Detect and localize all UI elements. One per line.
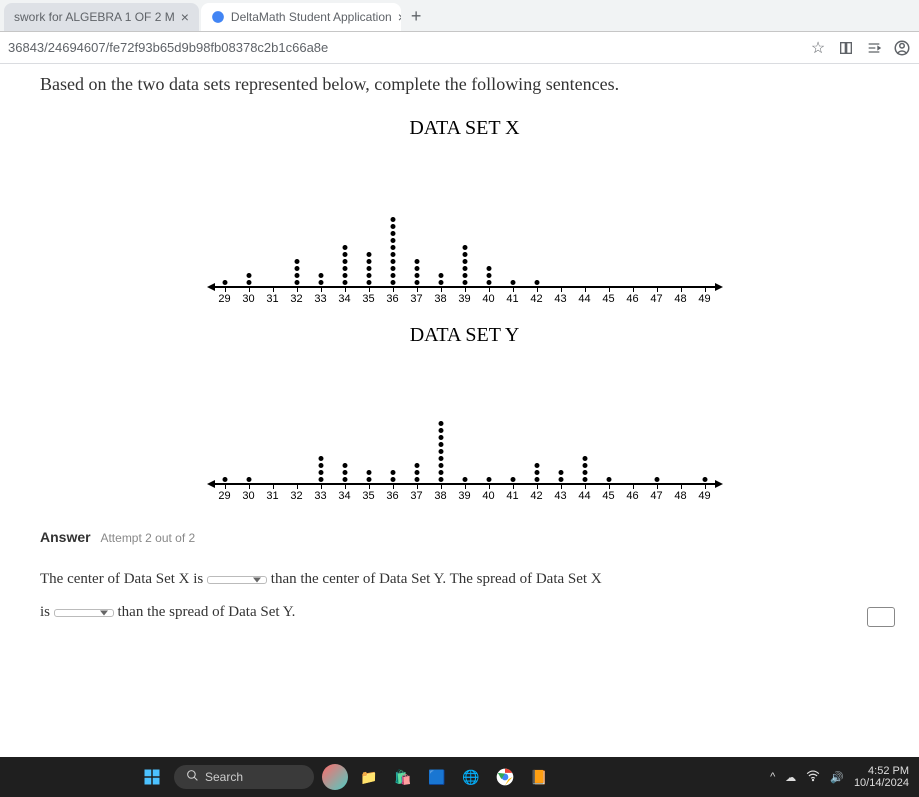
task-icon-explorer[interactable]: 📁 (356, 764, 382, 790)
extensions-icon[interactable] (837, 39, 855, 57)
task-icon-folder[interactable]: 📙 (526, 764, 552, 790)
page-content: Based on the two data sets represented b… (0, 64, 919, 757)
sentence-text: is (40, 604, 50, 620)
profile-icon[interactable] (893, 39, 911, 57)
answer-section: Answer Attempt 2 out of 2 The center of … (40, 529, 889, 629)
tab-title: DeltaMath Student Application (231, 10, 392, 24)
search-placeholder: Search (205, 770, 243, 784)
task-icon-store[interactable]: 🛍️ (390, 764, 416, 790)
sentence-text: than the spread of Data Set Y. (118, 604, 296, 620)
taskbar-search[interactable]: Search (174, 765, 314, 789)
sentence-text: than the center of Data Set Y. The sprea… (271, 571, 602, 587)
chevron-up-icon[interactable]: ^ (770, 771, 775, 783)
reading-list-icon[interactable] (865, 39, 883, 57)
wifi-icon[interactable] (806, 769, 820, 786)
system-tray[interactable]: ^ ☁ 🔊 4:52 PM 10/14/2024 (770, 765, 909, 789)
close-icon[interactable]: × (398, 9, 401, 25)
question-prompt: Based on the two data sets represented b… (40, 74, 889, 95)
onedrive-icon[interactable]: ☁ (785, 771, 796, 784)
url-text[interactable]: 36843/24694607/fe72f93b65d9b98fb08378c2b… (8, 40, 799, 55)
spread-dropdown[interactable] (54, 609, 114, 617)
plot-x-title: DATA SET X (409, 117, 519, 140)
plot-y-title: DATA SET Y (410, 324, 520, 347)
taskbar-clock[interactable]: 4:52 PM 10/14/2024 (854, 765, 909, 789)
task-icon-app[interactable]: 🟦 (424, 764, 450, 790)
answer-sentence: The center of Data Set X is than the cen… (40, 563, 889, 629)
close-icon[interactable]: × (181, 9, 189, 25)
task-icon-copilot[interactable] (322, 764, 348, 790)
star-icon[interactable]: ☆ (809, 39, 827, 57)
browser-tab-strip: swork for ALGEBRA 1 OF 2 M × DeltaMath S… (0, 0, 919, 32)
tab-title: swork for ALGEBRA 1 OF 2 M (14, 10, 175, 24)
browser-toolbar: 36843/24694607/fe72f93b65d9b98fb08378c2b… (0, 32, 919, 64)
clock-time: 4:52 PM (854, 765, 909, 777)
dot-plot-x: 2930313233343536373839404142434445464748… (205, 146, 725, 306)
start-button[interactable] (138, 763, 166, 791)
keyboard-icon[interactable] (867, 607, 895, 627)
site-icon (211, 10, 225, 24)
sentence-text: The center of Data Set X is (40, 571, 203, 587)
attempt-text: Attempt 2 out of 2 (100, 531, 195, 545)
task-icon-chrome[interactable] (492, 764, 518, 790)
task-icon-edge[interactable]: 🌐 (458, 764, 484, 790)
answer-label: Answer (40, 529, 91, 545)
search-icon (186, 769, 199, 785)
volume-icon[interactable]: 🔊 (830, 771, 844, 784)
dot-plot-y: 2930313233343536373839404142434445464748… (205, 353, 725, 503)
browser-tab-active[interactable]: DeltaMath Student Application × (201, 3, 401, 31)
browser-tab[interactable]: swork for ALGEBRA 1 OF 2 M × (4, 3, 199, 31)
windows-taskbar: Search 📁 🛍️ 🟦 🌐 📙 ^ ☁ 🔊 4:52 PM 10/14/20… (0, 757, 919, 797)
new-tab-button[interactable]: + (403, 2, 430, 31)
center-dropdown[interactable] (207, 576, 267, 584)
clock-date: 10/14/2024 (854, 777, 909, 789)
